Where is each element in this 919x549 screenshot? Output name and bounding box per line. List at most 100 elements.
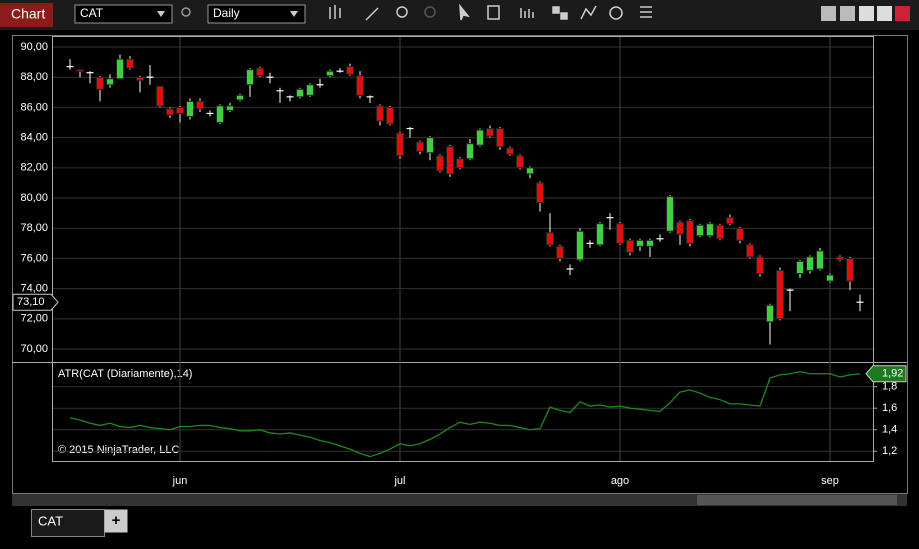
dropdown-arrow — [157, 11, 165, 17]
candle-body — [666, 196, 674, 232]
close-button[interactable] — [895, 6, 910, 21]
y-tick-label: 86,00 — [20, 101, 48, 113]
candle-body — [526, 167, 534, 175]
candle-body — [726, 217, 734, 225]
draw-icon[interactable] — [365, 7, 379, 21]
candle-body — [136, 76, 144, 81]
candle-body — [236, 94, 244, 101]
candle-body — [556, 245, 564, 259]
candle-body — [116, 58, 124, 80]
candle-body — [696, 224, 704, 237]
y-tick-label: 76,00 — [20, 252, 48, 264]
y-tick-label: 1,8 — [882, 381, 897, 393]
scroll-thumb[interactable] — [697, 495, 897, 505]
y-tick-label: 1,2 — [882, 445, 897, 457]
candle-body — [326, 70, 334, 77]
candle-body — [416, 141, 424, 152]
last-value-marker — [865, 365, 907, 383]
candle-body — [436, 155, 444, 172]
interval: Daily — [213, 6, 240, 20]
toolbar-icons — [329, 3, 652, 21]
candle-body — [536, 182, 544, 204]
tab-label: CAT — [38, 513, 63, 528]
symbol-select[interactable] — [74, 4, 173, 24]
pointer-icon[interactable] — [459, 3, 470, 21]
search-icon[interactable] — [181, 7, 191, 17]
scrollbar[interactable] — [12, 494, 907, 506]
candle-body — [846, 257, 854, 282]
candle-body — [426, 137, 434, 154]
candle-body — [476, 129, 484, 146]
y-tick-label: 1,4 — [882, 424, 897, 436]
candle-body — [736, 227, 744, 241]
tab[interactable] — [31, 509, 105, 537]
zoom-out-icon — [424, 6, 436, 18]
candle-body — [766, 304, 774, 323]
candle-body — [496, 128, 504, 148]
candle-body — [346, 66, 354, 75]
reload-icon[interactable] — [609, 6, 623, 20]
candle-body — [516, 155, 524, 169]
candle-body — [646, 239, 654, 247]
candle-body — [706, 223, 714, 237]
candle-body — [826, 274, 834, 282]
y-tick-label: 82,00 — [20, 162, 48, 174]
y-tick-label: 84,00 — [20, 132, 48, 144]
candle-body — [296, 88, 304, 98]
window-buttons — [821, 6, 910, 21]
indicators-icon[interactable] — [520, 8, 534, 18]
candle-body — [306, 84, 314, 96]
add-tab-label: + — [112, 512, 121, 529]
copyright: © 2015 NinjaTrader, LLC — [58, 444, 179, 456]
y-tick-label: 88,00 — [20, 71, 48, 83]
candle-body — [446, 146, 454, 175]
candle-body — [636, 239, 644, 247]
last-price-marker — [12, 293, 59, 311]
y-tick-label: 72,00 — [20, 313, 48, 325]
zoom-in-icon[interactable] — [396, 6, 408, 18]
candle-body — [746, 244, 754, 258]
plot-frame — [52, 36, 874, 462]
last-price-label: 73,10 — [17, 296, 45, 308]
y-tick-label: 70,00 — [20, 343, 48, 355]
candle-body — [176, 106, 184, 114]
add-tab-button[interactable] — [104, 509, 128, 533]
candle-body — [546, 232, 554, 246]
lines-icon[interactable] — [580, 5, 597, 20]
candle-body — [576, 230, 584, 261]
window-button[interactable] — [840, 6, 855, 21]
candle-body — [376, 105, 384, 122]
candle-body — [356, 75, 364, 96]
maximize-button[interactable] — [877, 6, 892, 21]
y-tick-label: 78,00 — [20, 222, 48, 234]
candle-body — [156, 85, 164, 107]
x-tick-label: ago — [611, 475, 629, 487]
window-button[interactable] — [821, 6, 836, 21]
dropdown-arrow — [290, 11, 298, 17]
candle-body — [196, 100, 204, 110]
x-tick-label: jul — [393, 475, 405, 487]
candle-body — [596, 223, 604, 246]
interval-select[interactable] — [207, 4, 306, 24]
x-tick-label: jun — [172, 475, 188, 487]
strategies-icon[interactable] — [560, 12, 568, 20]
properties-icon[interactable] — [640, 6, 652, 18]
candle-body — [456, 158, 464, 169]
candle-body — [96, 76, 104, 90]
plot: jun jul ago sep 90,00 88,00 86,00 84,00 82,00 80,… — [12, 37, 907, 487]
candle-body — [386, 106, 394, 125]
bars-icon[interactable] — [329, 5, 341, 19]
candle-body — [796, 260, 804, 275]
minimize-button[interactable] — [859, 6, 874, 21]
title-tab[interactable] — [0, 3, 53, 27]
candle-body — [126, 58, 134, 69]
candle-body — [506, 147, 514, 155]
data-box-icon[interactable] — [487, 5, 500, 20]
candle-body — [466, 143, 474, 160]
atr-line — [69, 370, 861, 458]
candle-body — [716, 224, 724, 240]
candle-body — [396, 132, 404, 157]
candle-body — [166, 108, 174, 116]
